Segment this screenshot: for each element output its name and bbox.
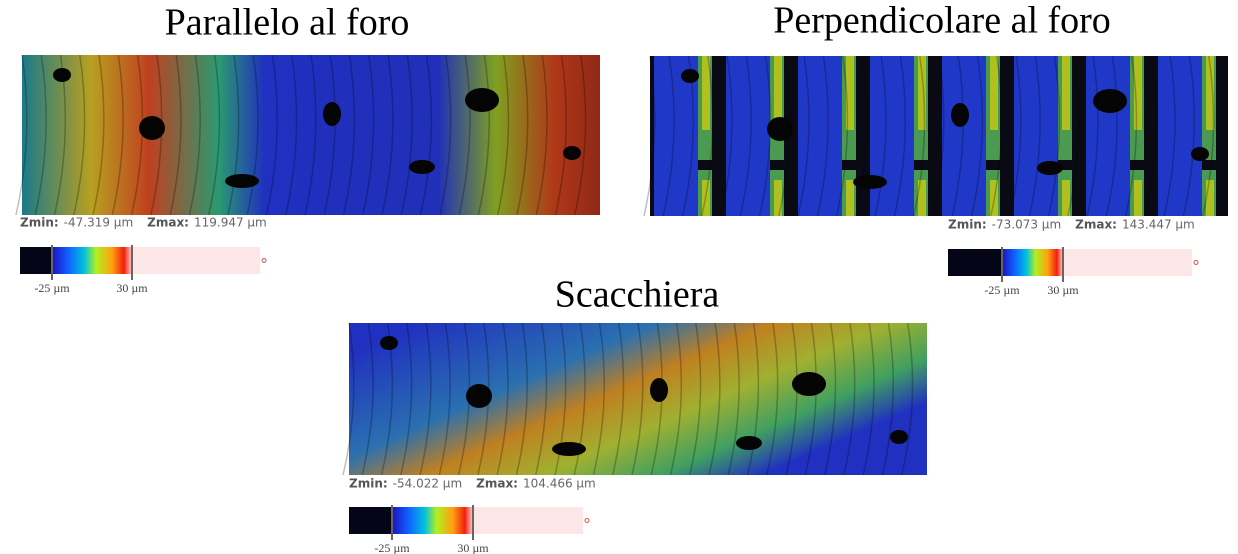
zmax-label: Zmax: [147, 216, 189, 230]
scale-tick-label: 30 µm [457, 541, 489, 554]
height-map [650, 56, 1228, 216]
pore [1037, 161, 1063, 175]
zmax-value: 104.466 µm [523, 477, 596, 491]
panel-title: Scacchiera [555, 274, 720, 316]
scale-tick-label: 30 µm [1047, 283, 1079, 297]
height-map [349, 323, 927, 475]
scale-tick-label: -25 µm [34, 281, 70, 295]
scale-tick-label: -25 µm [374, 541, 410, 554]
zmin-value: -47.319 µm [64, 216, 133, 230]
colorbar-range [52, 247, 132, 274]
colorbar-dot [262, 259, 266, 263]
colorbar-range [1002, 249, 1063, 276]
zmin-value: -54.022 µm [393, 477, 462, 491]
zmax-value: 143.447 µm [1122, 218, 1195, 232]
zmax-label: Zmax: [476, 477, 518, 491]
colorbar-low [948, 249, 1002, 276]
pore [736, 436, 762, 450]
pore [323, 102, 341, 126]
colorbar-low [20, 247, 52, 274]
zmin-label: Zmin: [20, 216, 59, 230]
scale-tick-label: -25 µm [984, 283, 1020, 297]
colorbar-dot [585, 519, 589, 523]
pore [890, 430, 908, 444]
colorbar-dot [1194, 261, 1198, 265]
panel-title: Perpendicolare al foro [773, 0, 1111, 42]
pore [951, 103, 969, 127]
zmin-label: Zmin: [349, 477, 388, 491]
figure: Parallelo al foro Zmin: -47.319 µm Zmax: 119… [0, 0, 1238, 554]
scale-tick-label: 30 µm [116, 281, 148, 295]
zmax-value: 119.947 µm [194, 216, 267, 230]
pore [409, 160, 435, 174]
colorbar-range [392, 507, 473, 534]
zmin-value: -73.073 µm [992, 218, 1061, 232]
zmax-label: Zmax: [1075, 218, 1117, 232]
pore [650, 378, 668, 402]
zmin-label: Zmin: [948, 218, 987, 232]
panel-title: Parallelo al foro [165, 2, 410, 44]
height-map [22, 55, 600, 215]
colorbar-low [349, 507, 392, 534]
